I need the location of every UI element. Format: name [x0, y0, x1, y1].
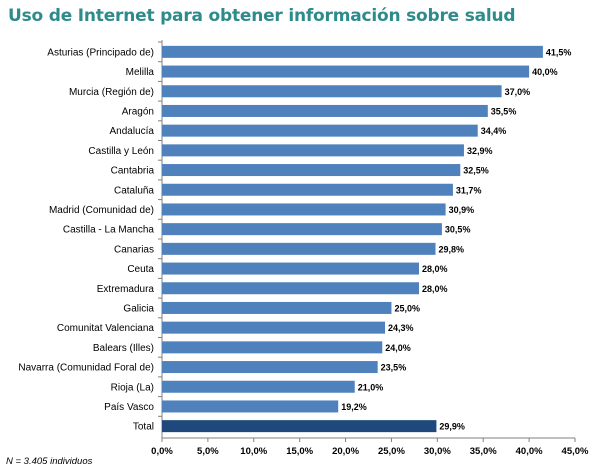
x-tick-label: 45,0% [562, 446, 589, 457]
bar [162, 45, 543, 58]
data-label: 29,8% [438, 244, 464, 254]
bar [162, 183, 453, 196]
category-label: Murcia (Región de) [69, 87, 154, 98]
data-label: 24,0% [385, 343, 411, 353]
bar [162, 400, 339, 413]
bar [162, 321, 386, 334]
x-tick-label: 30,0% [424, 446, 451, 457]
total-bar [162, 420, 437, 433]
category-label: Madrid (Comunidad de) [49, 205, 154, 216]
data-label: 32,5% [463, 166, 489, 176]
chart-title: Uso de Internet para obtener información… [8, 6, 516, 26]
category-label: Castilla y León [88, 146, 154, 157]
bar [162, 341, 383, 354]
x-tick-label: 10,0% [240, 446, 267, 457]
bar [162, 104, 488, 117]
bar [162, 85, 502, 98]
data-label: 19,2% [341, 402, 367, 412]
bar [162, 380, 355, 393]
x-tick-label: 15,0% [286, 446, 313, 457]
sample-size-note: N = 3.405 individuos [6, 456, 93, 467]
category-label: Cataluña [114, 185, 154, 196]
category-label: Extremadura [97, 284, 155, 295]
data-label: 21,0% [358, 382, 384, 392]
bar [162, 203, 446, 216]
category-label: Galicia [123, 303, 154, 314]
category-label: Aragón [122, 106, 154, 117]
data-label: 35,5% [491, 106, 517, 116]
bar [162, 361, 378, 374]
category-label: Canarias [114, 244, 154, 255]
x-tick-label: 25,0% [378, 446, 405, 457]
x-tick-label: 0,0% [151, 446, 173, 457]
category-label: País Vasco [104, 402, 154, 413]
data-label: 29,9% [439, 422, 465, 432]
category-label: Ceuta [127, 264, 154, 275]
data-label: 28,0% [422, 264, 448, 274]
category-label: Cantabria [111, 166, 155, 177]
data-label: 40,0% [532, 67, 558, 77]
data-label: 34,4% [481, 126, 507, 136]
category-label: Castilla - La Mancha [63, 225, 155, 236]
category-label: Andalucía [110, 126, 155, 137]
data-label: 31,7% [456, 185, 482, 195]
data-label: 28,0% [422, 284, 448, 294]
data-label: 41,5% [546, 47, 572, 57]
category-label: Comunitat Valenciana [57, 323, 155, 334]
bar [162, 282, 419, 295]
x-tick-label: 20,0% [332, 446, 359, 457]
bar [162, 262, 419, 275]
data-label: 32,9% [467, 146, 493, 156]
bar [162, 124, 478, 137]
data-label: 23,5% [381, 363, 407, 373]
category-label: Balears (Illes) [93, 343, 154, 354]
category-label: Asturias (Principado de) [47, 47, 154, 58]
bar [162, 144, 464, 157]
category-label: Melilla [126, 67, 155, 78]
bar [162, 242, 436, 255]
bar [162, 164, 461, 177]
data-label: 30,9% [449, 205, 475, 215]
data-label: 30,5% [445, 225, 471, 235]
data-label: 25,0% [394, 303, 420, 313]
category-label: Total [133, 422, 154, 433]
bar [162, 301, 392, 314]
x-tick-label: 35,0% [470, 446, 497, 457]
data-label: 37,0% [505, 87, 531, 97]
category-label: Navarra (Comunidad Foral de) [18, 363, 154, 374]
bar [162, 223, 442, 236]
bar [162, 65, 530, 78]
x-tick-label: 5,0% [197, 446, 219, 457]
category-label: Rioja (La) [111, 382, 154, 393]
x-tick-label: 40,0% [516, 446, 543, 457]
data-label: 24,3% [388, 323, 414, 333]
